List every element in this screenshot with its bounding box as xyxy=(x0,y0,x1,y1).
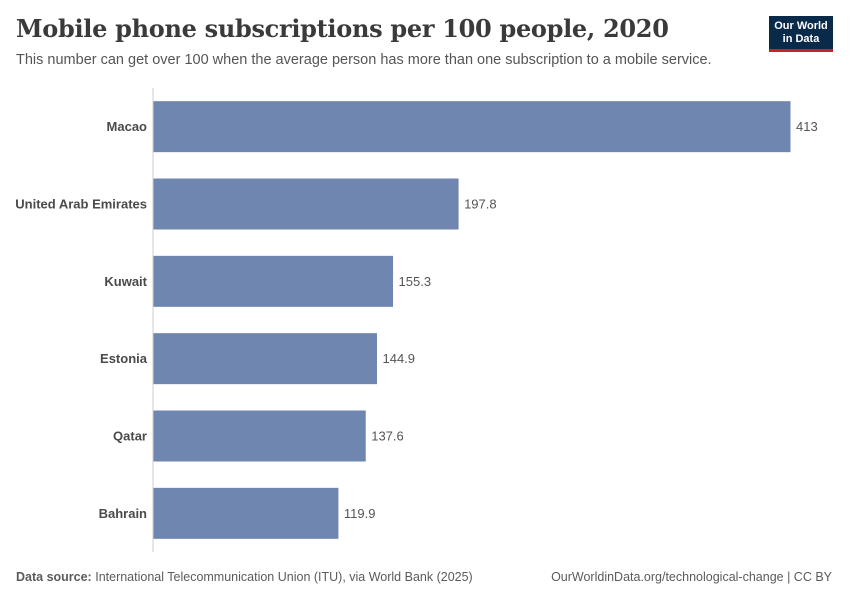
value-label: 144.9 xyxy=(382,351,415,366)
category-label: Estonia xyxy=(100,351,148,366)
footer-url[interactable]: OurWorldinData.org/technological-change … xyxy=(551,570,832,584)
value-label: 119.9 xyxy=(344,506,376,521)
value-label: 155.3 xyxy=(399,274,432,289)
category-label: Bahrain xyxy=(99,506,147,521)
category-label: Macao xyxy=(107,119,148,134)
chart-title: Mobile phone subscriptions per 100 peopl… xyxy=(16,14,669,43)
value-label: 197.8 xyxy=(464,197,497,212)
chart-subtitle: This number can get over 100 when the av… xyxy=(16,52,712,68)
bar-kuwait[interactable] xyxy=(153,255,394,307)
bar-bahrain[interactable] xyxy=(153,487,339,539)
source-text[interactable]: International Telecommunication Union (I… xyxy=(95,570,473,584)
source-label: Data source: xyxy=(16,570,92,584)
logo-line-2: in Data xyxy=(782,33,820,45)
category-label: United Arab Emirates xyxy=(15,197,147,212)
owid-logo[interactable]: Our World in Data xyxy=(769,16,833,52)
bar-macao[interactable] xyxy=(153,101,791,153)
value-label: 137.6 xyxy=(371,429,404,444)
bar-qatar[interactable] xyxy=(153,410,366,462)
bar-united-arab-emirates[interactable] xyxy=(153,178,459,230)
category-label: Qatar xyxy=(113,429,147,444)
category-label: Kuwait xyxy=(104,274,147,289)
bar-estonia[interactable] xyxy=(153,333,377,385)
value-label: 413 xyxy=(796,119,818,134)
footer-source: Data source: International Telecommunica… xyxy=(16,570,473,584)
logo-line-1: Our World xyxy=(774,20,828,32)
